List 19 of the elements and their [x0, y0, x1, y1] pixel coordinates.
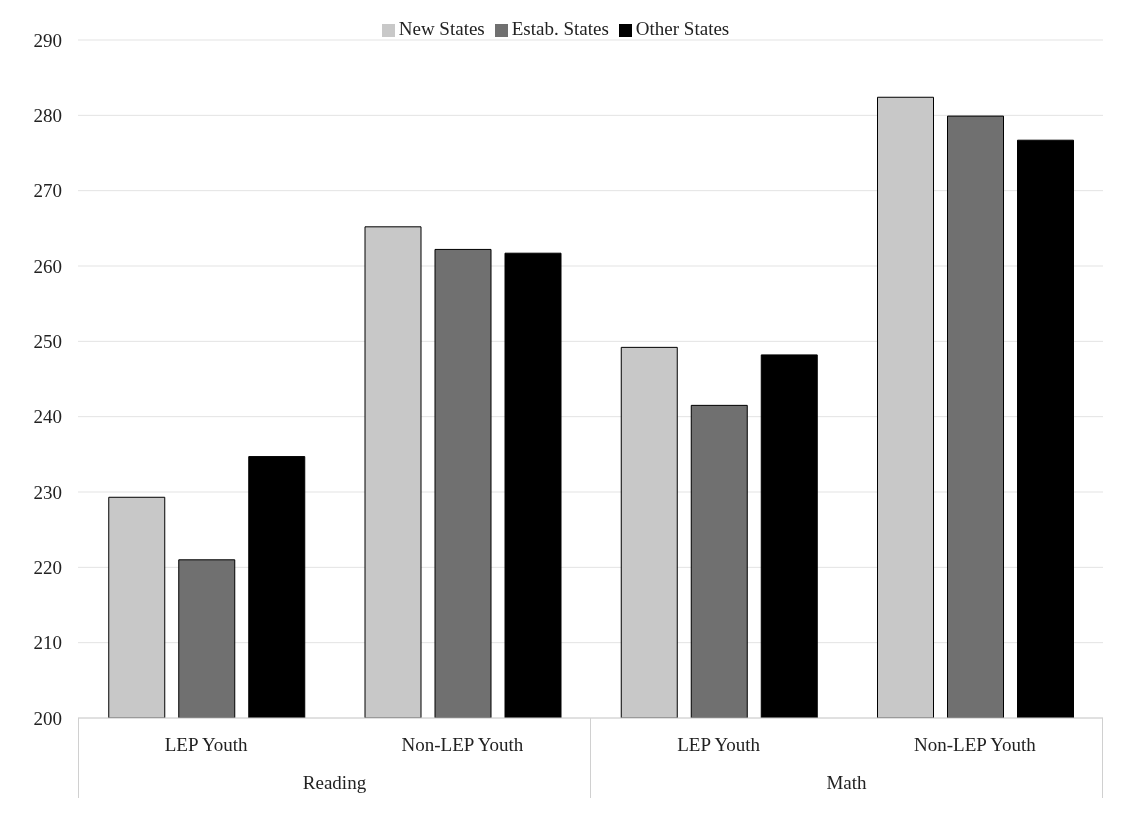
- x-tick-label: LEP Youth: [164, 734, 248, 756]
- y-tick-label: 200: [33, 707, 62, 729]
- legend-label: Other States: [635, 18, 730, 39]
- x-tick-label: LEP Youth: [677, 734, 761, 756]
- y-tick-label: 270: [33, 180, 62, 202]
- legend-label: New States: [398, 18, 485, 39]
- y-tick-label: 260: [33, 255, 62, 277]
- text: Math: [826, 772, 867, 794]
- legend-label: Estab. States: [511, 18, 609, 39]
- y-tick-label: 280: [33, 105, 62, 127]
- x-tick-label: Non-LEP Youth: [401, 734, 524, 756]
- y-tick-label: 210: [33, 632, 62, 654]
- y-tick-label: 250: [33, 331, 62, 353]
- text: Reading: [302, 772, 367, 794]
- y-tick-label: 290: [33, 29, 62, 51]
- y-tick-label: 220: [33, 557, 62, 579]
- x-tick-label: Non-LEP Youth: [913, 734, 1037, 756]
- y-tick-label: 240: [33, 406, 62, 428]
- y-tick-label: 230: [33, 481, 62, 503]
